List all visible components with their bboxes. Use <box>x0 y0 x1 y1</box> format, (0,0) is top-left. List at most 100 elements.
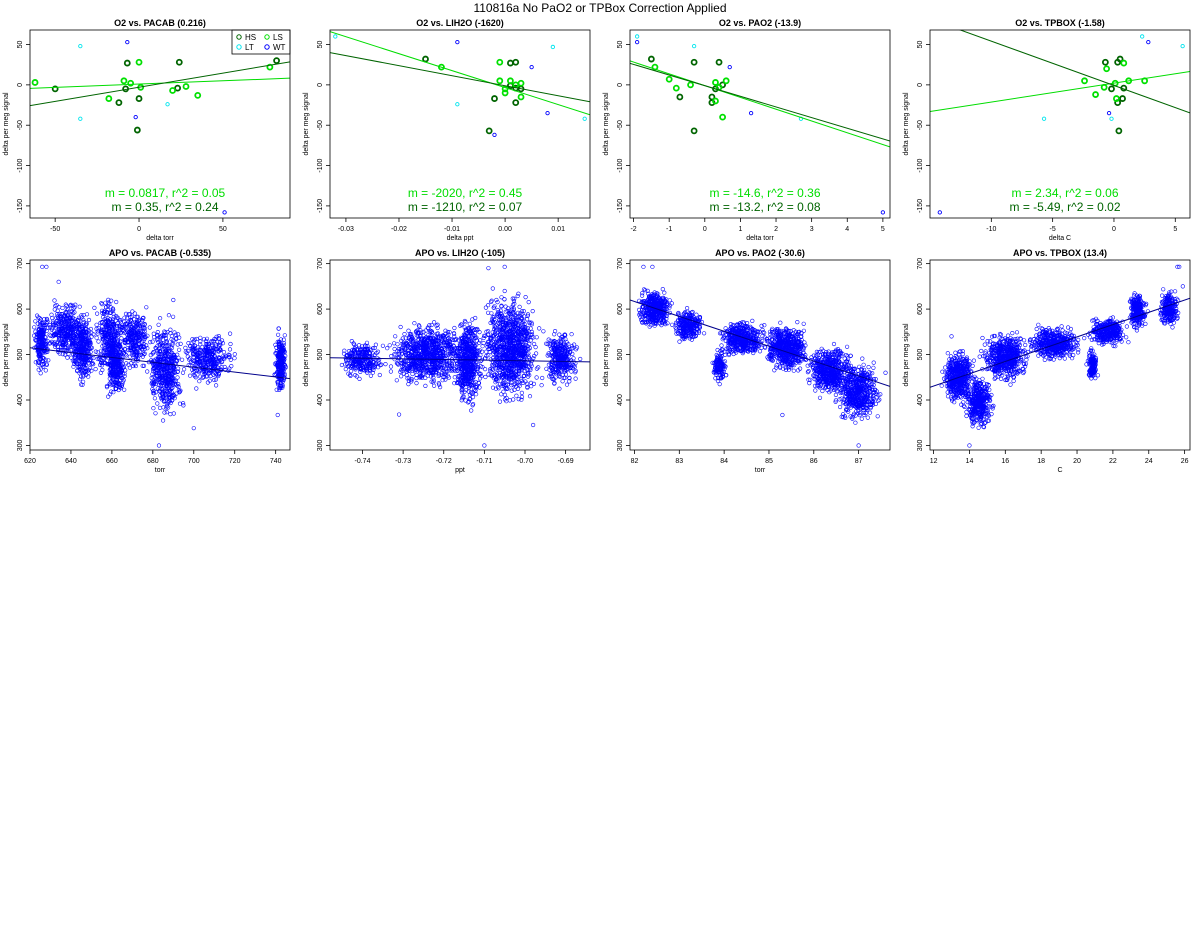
data-point <box>186 341 191 346</box>
data-point <box>162 333 167 338</box>
data-point <box>420 375 425 381</box>
data-point <box>415 342 420 348</box>
data-point <box>69 317 74 322</box>
data-point <box>466 363 471 368</box>
legend-marker <box>264 44 270 50</box>
y-tick-label: 500 <box>17 349 24 361</box>
fit-annotation: m = 2.34, r^2 = 0.06 <box>1011 186 1118 200</box>
chart-title: O2 vs. PAO2 (-13.9) <box>719 18 801 28</box>
data-point <box>115 321 120 326</box>
x-axis-label: torr <box>155 467 166 474</box>
chart-panel: APO vs. PACAB (-0.535)620 640 660 680 700 720… <box>3 248 291 474</box>
data-point <box>217 356 222 361</box>
data-point <box>202 371 207 377</box>
data-point <box>101 360 106 365</box>
data-point <box>441 335 446 340</box>
data-point <box>153 371 158 376</box>
data-point <box>428 368 433 373</box>
data-point <box>353 373 358 378</box>
x-tick-label: 3 <box>810 226 814 233</box>
data-point <box>439 366 444 371</box>
data-point <box>140 316 145 321</box>
data-point <box>349 339 354 344</box>
chart-panel: O2 vs. TPBOX (-1.58)-10 -5 0 5-150-100-5005… <box>903 18 1191 242</box>
data-point <box>348 372 353 378</box>
data-point <box>165 385 170 390</box>
data-point <box>89 362 94 367</box>
data-point <box>408 337 413 342</box>
data-point <box>405 376 410 381</box>
x-tick-label: 700 <box>188 458 200 465</box>
data-point <box>56 315 61 321</box>
data-point <box>442 342 448 347</box>
data-point <box>458 337 463 342</box>
data-point <box>160 418 166 423</box>
data-point <box>169 334 174 339</box>
data-point <box>63 314 68 319</box>
data-point <box>171 411 176 416</box>
data-point <box>180 370 186 375</box>
data-point <box>222 355 227 360</box>
data-point <box>529 64 534 70</box>
data-point <box>207 378 212 383</box>
data-point <box>72 341 77 346</box>
data-point <box>181 403 186 408</box>
data-point <box>127 79 135 87</box>
legend-box <box>231 29 291 55</box>
data-point <box>444 366 449 372</box>
data-point <box>463 340 469 345</box>
data-point <box>209 340 214 345</box>
data-point <box>276 369 281 374</box>
data-point <box>412 347 417 353</box>
data-point <box>183 345 188 351</box>
data-point <box>438 63 445 71</box>
data-point <box>513 372 518 377</box>
data-point <box>377 372 382 378</box>
data-point <box>60 305 65 311</box>
data-point <box>123 329 128 335</box>
data-point <box>474 338 480 343</box>
data-point <box>177 347 182 352</box>
data-point <box>110 306 115 311</box>
data-point <box>159 341 164 346</box>
data-point <box>411 344 416 349</box>
data-point <box>712 97 719 105</box>
data-point <box>110 309 115 314</box>
legend-label: LS <box>273 33 283 42</box>
data-point <box>169 356 174 361</box>
data-point <box>127 329 132 334</box>
data-point <box>1120 59 1128 67</box>
data-point <box>412 346 417 351</box>
y-tick-label: -50 <box>917 120 924 130</box>
data-point <box>204 349 209 354</box>
data-point <box>407 342 412 347</box>
data-point <box>466 355 471 360</box>
data-point <box>465 367 470 372</box>
data-point <box>104 310 110 315</box>
data-point <box>469 383 474 388</box>
plot-frame <box>29 29 291 219</box>
data-point <box>156 322 161 327</box>
data-point <box>139 350 144 355</box>
x-tick-label: 1 <box>738 226 742 233</box>
data-point <box>51 341 56 346</box>
data-point <box>429 346 434 351</box>
data-point <box>434 365 439 370</box>
data-point <box>467 345 473 350</box>
data-point <box>122 374 127 379</box>
data-point <box>210 348 215 353</box>
data-point <box>498 311 503 316</box>
data-point <box>175 375 180 380</box>
data-point <box>95 350 100 355</box>
data-point <box>227 347 233 352</box>
data-point <box>212 377 217 383</box>
data-point <box>550 44 556 50</box>
x-tick-label: -0.01 <box>444 226 460 233</box>
data-point <box>406 348 411 354</box>
data-point <box>164 347 169 352</box>
data-point <box>352 342 357 347</box>
data-point <box>509 388 514 393</box>
data-point <box>40 339 45 344</box>
data-point <box>472 352 477 357</box>
data-point <box>462 318 468 324</box>
